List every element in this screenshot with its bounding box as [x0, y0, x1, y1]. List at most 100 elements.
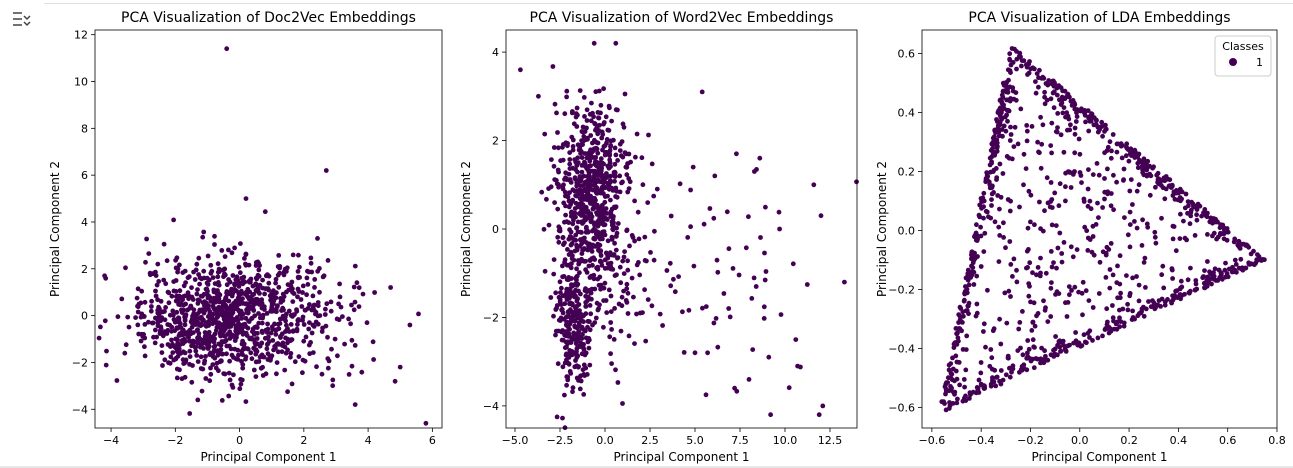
data-point: [617, 189, 623, 195]
data-point: [271, 298, 277, 303]
data-point: [1115, 295, 1120, 301]
data-point: [994, 137, 1000, 143]
data-point: [1121, 166, 1127, 172]
data-point: [1008, 124, 1013, 130]
data-point: [203, 301, 209, 306]
output-toggle-button[interactable]: [8, 8, 34, 30]
data-point: [328, 308, 334, 314]
x-tick-label: −4: [103, 434, 119, 447]
data-point: [300, 290, 305, 295]
data-point: [1185, 199, 1191, 205]
data-point: [607, 157, 613, 163]
data-point: [578, 237, 583, 242]
data-point: [1236, 244, 1242, 250]
data-point: [216, 324, 222, 329]
data-point: [301, 322, 307, 327]
data-point: [1232, 236, 1238, 242]
data-point: [256, 311, 261, 316]
data-point: [624, 164, 630, 170]
data-point: [551, 257, 557, 262]
data-point: [966, 282, 972, 288]
data-point: [558, 158, 563, 164]
data-point: [349, 337, 355, 343]
data-point: [595, 150, 601, 156]
data-point: [1037, 67, 1042, 73]
data-point: [1035, 139, 1040, 145]
data-point: [1209, 281, 1214, 287]
data-point: [1045, 319, 1051, 324]
data-point: [998, 381, 1004, 387]
data-point: [139, 288, 145, 294]
data-point: [291, 312, 296, 318]
data-point: [1032, 66, 1037, 72]
data-point: [1187, 288, 1193, 294]
data-point: [563, 140, 569, 146]
data-point: [1002, 290, 1008, 296]
data-point: [227, 377, 233, 383]
data-point: [310, 322, 316, 328]
data-point: [264, 346, 270, 352]
data-point: [230, 334, 236, 339]
data-point: [276, 253, 282, 258]
data-point: [228, 346, 234, 352]
data-point: [703, 392, 709, 398]
data-point: [1183, 191, 1189, 197]
data-point: [591, 255, 596, 261]
data-point: [1188, 265, 1193, 271]
data-point: [167, 312, 173, 318]
data-point: [1048, 180, 1054, 185]
data-point: [1086, 167, 1091, 173]
data-point: [1118, 319, 1124, 324]
data-point: [997, 206, 1002, 212]
data-point: [174, 309, 180, 315]
data-point: [1114, 149, 1120, 155]
y-tick-label: −4: [483, 400, 499, 413]
data-point: [123, 342, 129, 348]
data-point: [990, 145, 996, 151]
data-point: [1102, 176, 1107, 181]
data-point: [260, 285, 265, 291]
data-point: [1205, 259, 1210, 264]
data-point: [154, 334, 160, 340]
data-point: [271, 292, 276, 297]
data-point: [165, 342, 171, 347]
data-point: [1103, 126, 1109, 132]
data-point: [281, 294, 287, 299]
data-point: [195, 397, 201, 403]
data-point: [568, 242, 574, 248]
data-point: [1051, 89, 1057, 95]
data-point: [1038, 165, 1044, 171]
data-point: [1032, 222, 1037, 228]
data-point: [200, 318, 206, 324]
data-point: [711, 320, 717, 326]
data-point: [238, 241, 243, 247]
data-point: [994, 177, 999, 183]
data-point: [194, 261, 200, 267]
data-point: [604, 310, 610, 315]
data-point: [978, 264, 984, 269]
data-point: [305, 282, 311, 287]
data-point: [1097, 127, 1102, 132]
data-point: [1078, 173, 1084, 178]
data-point: [1015, 141, 1021, 147]
data-point: [1210, 233, 1215, 239]
data-point: [191, 317, 197, 322]
data-point: [176, 296, 182, 302]
data-point: [657, 311, 663, 317]
data-point: [601, 324, 606, 330]
data-point: [283, 318, 288, 324]
data-point: [1029, 328, 1035, 333]
data-point: [204, 292, 210, 297]
data-point: [1125, 232, 1131, 238]
data-point: [1067, 170, 1073, 175]
data-point: [743, 245, 749, 251]
data-point: [649, 303, 655, 309]
data-point: [273, 276, 279, 282]
data-point: [257, 354, 263, 360]
data-point: [996, 121, 1002, 127]
data-point: [583, 300, 589, 305]
data-point: [320, 274, 326, 280]
data-point: [194, 328, 200, 333]
data-point: [1054, 265, 1059, 271]
data-point: [1211, 270, 1216, 275]
